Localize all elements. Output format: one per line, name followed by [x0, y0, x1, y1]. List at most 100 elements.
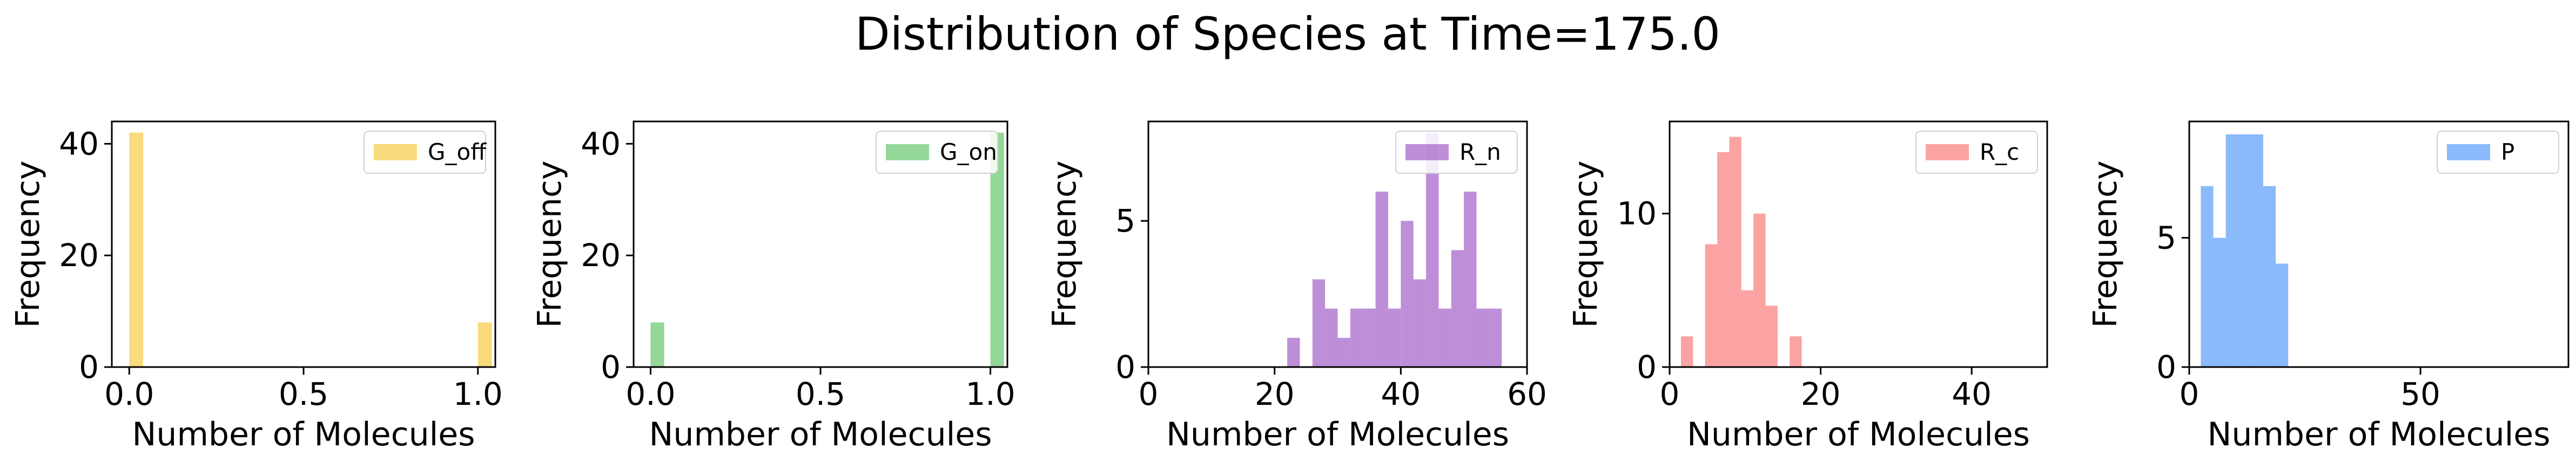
- y-tick-label: 0: [1115, 349, 1135, 385]
- histogram-bar: [1312, 279, 1326, 367]
- y-axis-label: Frequency: [1567, 161, 1605, 328]
- histogram-bar: [1337, 337, 1350, 367]
- legend-label: R_n: [1459, 139, 1501, 165]
- y-tick-label: 0: [601, 349, 621, 385]
- histogram-bar: [1451, 250, 1464, 367]
- histogram-bar: [1741, 290, 1754, 367]
- histogram-bar: [1325, 308, 1338, 367]
- y-tick-label: 0: [2156, 349, 2176, 385]
- x-tick-label: 1.0: [453, 376, 503, 412]
- y-tick-label: 40: [581, 125, 621, 162]
- legend-swatch: [886, 144, 929, 160]
- axes-frame: [1669, 120, 2048, 368]
- histogram-bar: [1388, 308, 1401, 367]
- histogram-bar: [1464, 192, 1477, 367]
- legend-swatch: [2447, 144, 2490, 160]
- x-tick-label: 0.5: [796, 376, 845, 412]
- histogram-bar: [1287, 337, 1300, 367]
- x-axis-label: Number of Molecules: [2208, 416, 2551, 453]
- legend-label: G_off: [428, 139, 487, 165]
- charts-area: 0.0 0.5 1.0 0 20 40 Number of Molecules Frequen…: [9, 120, 2570, 453]
- x-axis-label: Number of Molecules: [649, 416, 992, 453]
- y-tick-label: 0: [1637, 349, 1657, 385]
- y-axis-label: Frequency: [9, 161, 47, 328]
- histogram-bar: [1363, 308, 1376, 367]
- axes-frame: [1147, 120, 1528, 368]
- y-axis-label: Frequency: [2087, 161, 2124, 328]
- y-tick-label: 10: [1617, 195, 1657, 232]
- x-axis-label: Number of Molecules: [1166, 416, 1509, 453]
- x-tick-label: 40: [1381, 376, 1421, 412]
- histogram-bar: [1680, 336, 1693, 367]
- legend-swatch: [1405, 144, 1449, 160]
- legend-swatch: [374, 144, 417, 160]
- histogram-bar: [2201, 186, 2214, 367]
- x-tick-label: 0: [1139, 376, 1159, 412]
- x-tick-label: 0.0: [104, 376, 154, 412]
- x-tick-label: 50: [2400, 376, 2440, 412]
- histogram-bar: [1717, 152, 1730, 367]
- x-tick-label: 0.0: [625, 376, 675, 412]
- histogram-bar: [1426, 133, 1439, 367]
- y-tick-label: 20: [581, 237, 621, 274]
- histogram-bar: [2263, 186, 2276, 367]
- axes-frame: [2188, 120, 2570, 368]
- y-tick-label: 0: [79, 349, 99, 385]
- histogram-panel: 0.0 0.5 1.0 0 20 40 Number of Molecules Frequen…: [9, 120, 503, 453]
- histogram-bar: [1375, 192, 1388, 367]
- x-tick-label: 40: [1952, 376, 1992, 412]
- histogram-bar: [1401, 221, 1414, 367]
- histogram-bar: [2276, 263, 2289, 367]
- y-tick-label: 5: [1115, 202, 1135, 239]
- legend: R_n: [1395, 131, 1518, 174]
- figure-title: Distribution of Species at Time=175.0: [855, 8, 1720, 60]
- legend-box: [2437, 131, 2559, 174]
- histogram-bar: [1489, 308, 1502, 367]
- histogram-panel: 0 50 0 5 Number of Molecules Frequency P: [2087, 120, 2570, 453]
- legend-box: [1395, 131, 1518, 174]
- y-tick-label: 40: [59, 125, 99, 162]
- histogram-bar: [1765, 306, 1778, 367]
- histogram-panel: 0 20 40 0 10 Number of Molecules Frequency R_c: [1567, 120, 2048, 453]
- legend: R_c: [1915, 131, 2038, 174]
- legend-swatch: [1926, 144, 1969, 160]
- histogram-bar: [477, 322, 492, 367]
- histogram-panel: 0 20 40 60 0 5 Number of Molecules Frequency R_n: [1046, 120, 1547, 453]
- histogram-bar: [2238, 134, 2251, 367]
- histogram-bar: [1753, 213, 1766, 367]
- histogram-bar: [1476, 308, 1489, 367]
- legend-box: [876, 131, 998, 174]
- histogram-bar: [1350, 308, 1363, 367]
- histogram-bar: [650, 322, 664, 367]
- histogram-bar: [1790, 336, 1802, 367]
- histogram-panel: 0.0 0.5 1.0 0 20 40 Number of Molecules Frequen…: [531, 120, 1015, 453]
- x-axis-label: Number of Molecules: [1687, 416, 2030, 453]
- histogram-bar: [129, 132, 144, 367]
- x-axis-label: Number of Molecules: [132, 416, 475, 453]
- legend: P: [2437, 131, 2559, 174]
- x-tick-label: 20: [1255, 376, 1295, 412]
- histogram-bar: [2250, 134, 2263, 367]
- histogram-bar: [1705, 244, 1718, 367]
- legend-box: [1915, 131, 2038, 174]
- histogram-bar: [1729, 137, 1741, 367]
- y-axis-label: Frequency: [531, 161, 569, 328]
- y-axis-label: Frequency: [1046, 161, 1084, 328]
- legend-label: R_c: [1980, 139, 2019, 165]
- legend: G_on: [876, 131, 998, 174]
- legend: G_off: [364, 131, 487, 174]
- x-tick-label: 0: [2180, 376, 2200, 412]
- x-tick-label: 1.0: [965, 376, 1015, 412]
- x-tick-label: 0.5: [279, 376, 328, 412]
- y-tick-label: 5: [2156, 220, 2176, 256]
- histogram-bar: [2213, 238, 2226, 367]
- x-tick-label: 60: [1507, 376, 1547, 412]
- histogram-bar: [1413, 279, 1427, 367]
- histogram-bar: [2225, 134, 2238, 367]
- histogram-bar: [1438, 308, 1451, 367]
- legend-box: [364, 131, 486, 174]
- legend-label: G_on: [940, 139, 997, 165]
- x-tick-label: 0: [1660, 376, 1680, 412]
- x-tick-label: 20: [1801, 376, 1841, 412]
